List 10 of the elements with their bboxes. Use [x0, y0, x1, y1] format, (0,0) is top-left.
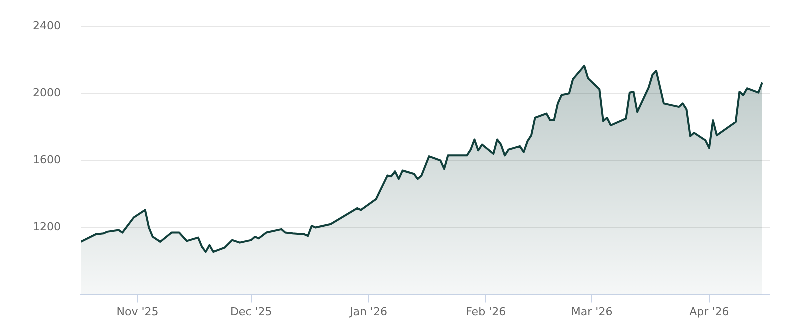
y-tick-label: 2000 — [33, 86, 61, 100]
y-tick-label: 2400 — [33, 19, 61, 32]
y-tick-label: 1600 — [33, 154, 61, 167]
x-tick-label: Dec '25 — [230, 305, 272, 318]
x-tick-label: Feb '26 — [466, 305, 506, 318]
y-tick-label: 1200 — [33, 220, 61, 234]
x-tick-label: Jan '26 — [348, 305, 388, 318]
x-tick-label: Nov '25 — [116, 305, 159, 318]
x-tick-label: Mar '26 — [571, 305, 613, 318]
x-tick-label: Apr '26 — [690, 305, 730, 318]
